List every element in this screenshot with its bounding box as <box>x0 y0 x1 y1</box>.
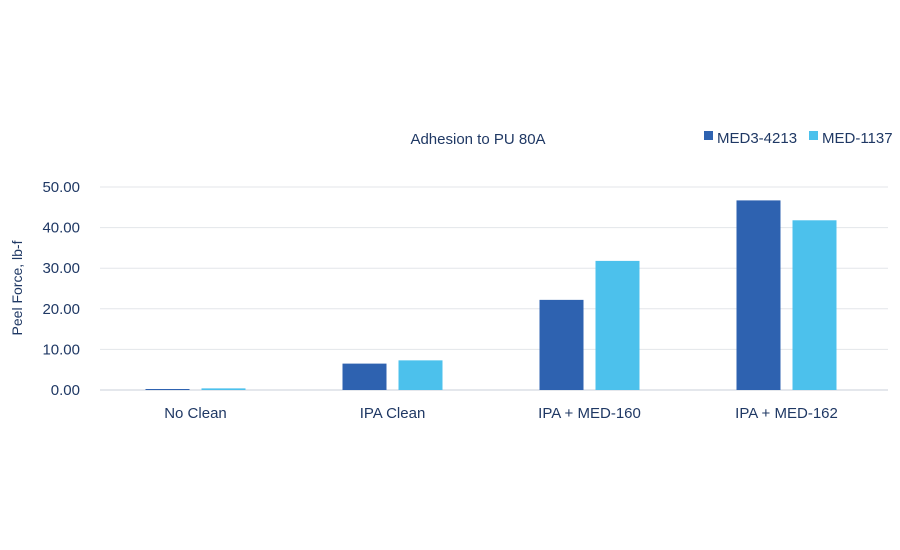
y-tick-label: 30.00 <box>42 260 80 277</box>
legend-label-med3-4213: MED3-4213 <box>717 130 797 147</box>
y-axis-label: Peel Force, lb-f <box>9 240 25 335</box>
x-category-label: IPA + MED-162 <box>735 405 838 422</box>
x-category-labels: No Clean IPA Clean IPA + MED-160 IPA + MED-… <box>164 405 838 422</box>
y-tick-label: 0.00 <box>51 382 80 399</box>
x-category-label: No Clean <box>164 405 227 422</box>
chart-title: Adhesion to PU 80A <box>410 131 545 148</box>
y-tick-label: 20.00 <box>42 301 80 318</box>
legend-swatch-med-1137 <box>809 131 818 140</box>
bar-med3-4213-2 <box>540 300 584 390</box>
y-tick-label: 40.00 <box>42 220 80 237</box>
bar-med-1137-3 <box>793 220 837 390</box>
y-tick-labels: 0.00 10.00 20.00 30.00 40.00 50.00 <box>42 179 80 399</box>
bar-med3-4213-0 <box>146 389 190 390</box>
bar-med-1137-2 <box>596 261 640 390</box>
bar-med3-4213-1 <box>343 364 387 390</box>
x-category-label: IPA + MED-160 <box>538 405 641 422</box>
bar-med-1137-1 <box>399 360 443 390</box>
legend: MED3-4213 MED-1137 <box>704 130 893 147</box>
y-tick-label: 50.00 <box>42 179 80 196</box>
y-tick-label: 10.00 <box>42 341 80 358</box>
bars <box>146 200 837 390</box>
bar-med-1137-0 <box>202 388 246 390</box>
bar-med3-4213-3 <box>737 200 781 390</box>
legend-label-med-1137: MED-1137 <box>822 130 893 147</box>
x-category-label: IPA Clean <box>360 405 426 422</box>
legend-swatch-med3-4213 <box>704 131 713 140</box>
